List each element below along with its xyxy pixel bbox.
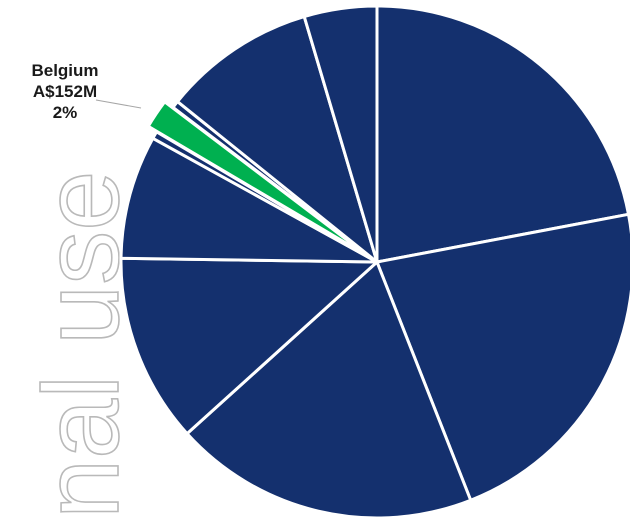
callout-amount: A$152M [32,82,98,101]
callout-label: Belgium [31,61,99,80]
callout-percent: 2% [52,103,78,122]
pie-slices [119,4,630,519]
pie-slice-3 [119,256,379,436]
watermark-text: nal use [20,171,141,519]
belgium-callout: Belgium A$152M 2% [0,60,130,123]
pie-slice-2 [185,260,473,519]
pie-slice-9 [302,4,379,264]
pie-slice-8 [176,15,379,264]
pie-slice-belgium [146,100,371,258]
pie-slice-1 [375,212,630,502]
callout-leader-line [95,99,142,109]
pie-slice-0 [375,4,630,264]
pie-slice-4 [119,136,379,264]
